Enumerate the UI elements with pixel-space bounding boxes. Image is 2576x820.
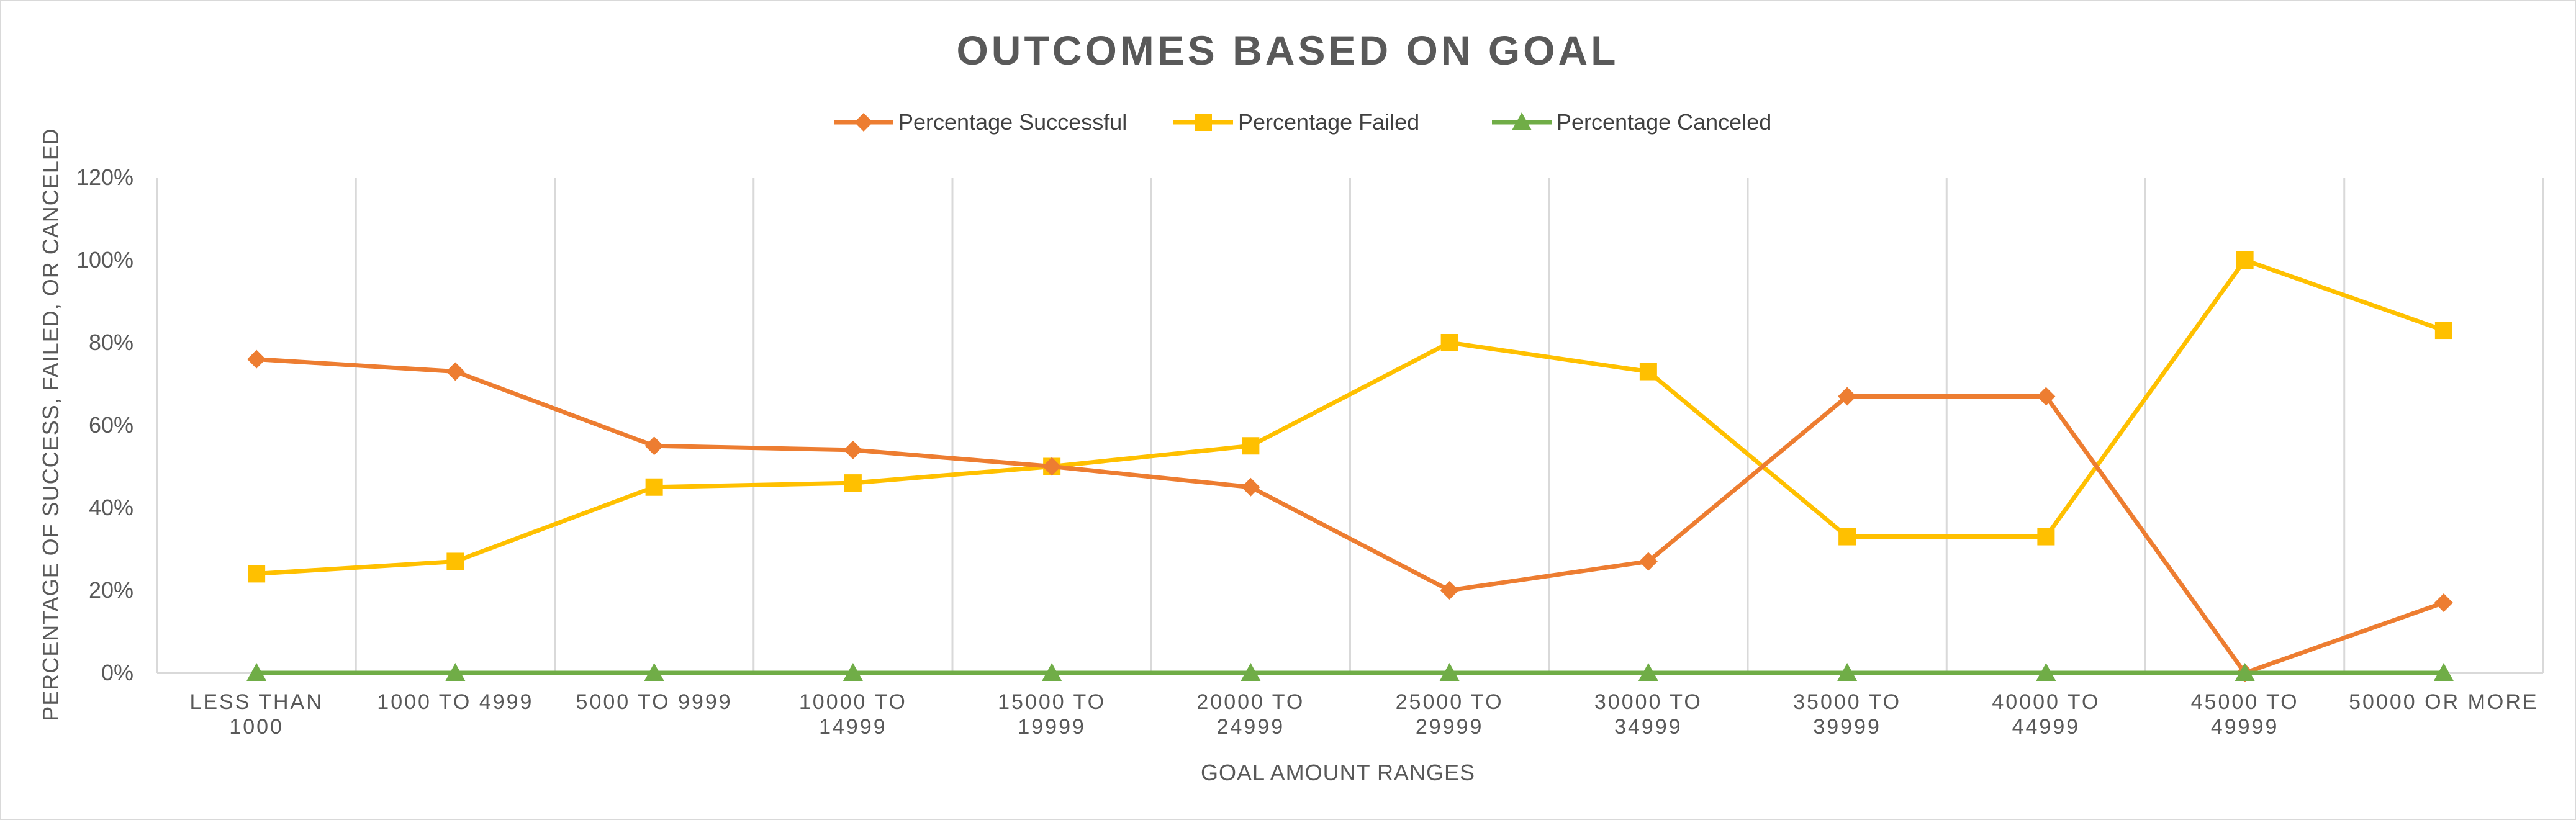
x-tick-label: LESS THAN 1000 (189, 690, 323, 739)
data-point-marker (2037, 528, 2055, 546)
data-point-marker (1838, 528, 1856, 546)
data-point-marker (247, 349, 266, 369)
x-tick-label: 50000 OR MORE (2349, 690, 2538, 714)
legend-label: Percentage Failed (1238, 109, 1419, 135)
legend-item: Percentage Failed (1173, 109, 1419, 135)
x-axis-title: GOAL AMOUNT RANGES (1201, 760, 1475, 785)
data-point-marker (645, 478, 663, 496)
data-point-marker (1639, 363, 1657, 381)
data-point-marker (2236, 251, 2254, 269)
x-tick-label: 25000 TO 29999 (1396, 690, 1504, 739)
data-point-marker (1242, 437, 1260, 455)
series-group (246, 251, 2454, 682)
legend-label: Percentage Successful (898, 109, 1127, 135)
series-line (254, 357, 2446, 675)
data-point-marker (446, 552, 464, 570)
x-tick-label: 35000 TO 39999 (1793, 690, 1901, 739)
data-point-marker (2434, 593, 2453, 612)
x-tick-label: 1000 TO 4999 (377, 690, 533, 714)
data-point-marker (1439, 663, 1460, 681)
data-point-marker (1638, 552, 1658, 571)
x-tick-label: 5000 TO 9999 (576, 690, 733, 714)
data-point-marker (843, 440, 862, 459)
data-point-marker (1241, 663, 1261, 681)
y-tick-label: 40% (89, 495, 133, 520)
x-tick-label: 10000 TO 14999 (799, 690, 907, 739)
data-point-marker (2434, 322, 2452, 340)
data-point-marker (1638, 663, 1658, 681)
legend-item: Percentage Successful (834, 109, 1127, 135)
data-point-marker (246, 663, 267, 681)
data-point-marker (445, 663, 466, 681)
data-point-marker (644, 436, 664, 456)
y-tick-label: 80% (89, 330, 133, 355)
legend: Percentage Successful Percentage Failed Pe… (834, 109, 1771, 135)
data-point-marker (2036, 663, 2056, 681)
legend-label: Percentage Canceled (1557, 109, 1771, 135)
data-point-marker (1837, 663, 1858, 681)
data-point-marker (1042, 457, 1062, 476)
legend-swatch-marker (854, 113, 873, 132)
data-point-marker (844, 474, 862, 492)
data-point-marker (248, 565, 266, 583)
y-tick-label: 0% (101, 660, 133, 685)
x-tick-label: 45000 TO 49999 (2191, 690, 2299, 739)
x-tick-label: 15000 TO 19999 (998, 690, 1106, 739)
series-line (254, 258, 2446, 576)
y-tick-label: 60% (89, 412, 133, 438)
series-percentage-canceled (246, 663, 2454, 681)
x-tick-label: 40000 TO 44999 (1992, 690, 2100, 739)
data-point-marker (1838, 387, 1857, 406)
data-point-marker (2235, 663, 2255, 681)
chart-title: OUTCOMES BASED ON GOAL (956, 27, 1619, 73)
legend-swatch-marker (1512, 112, 1532, 130)
data-point-marker (1042, 663, 1062, 681)
y-axis-tick-labels: 0% 20% 40% 60% 80% 100% 120% (76, 164, 133, 685)
x-axis-tick-labels: LESS THAN 1000 1000 TO 4999 5000 TO 9999 100… (189, 690, 2538, 739)
y-tick-label: 100% (76, 247, 133, 273)
legend-swatch-marker (1195, 114, 1212, 131)
grid (156, 178, 2544, 674)
data-point-marker (1440, 581, 1459, 600)
data-point-marker (843, 663, 863, 681)
data-point-marker (2433, 663, 2454, 681)
legend-item: Percentage Canceled (1492, 109, 1771, 135)
x-tick-label: 30000 TO 34999 (1594, 690, 1702, 739)
series-percentage-failed (248, 251, 2452, 583)
data-point-marker (2036, 387, 2056, 406)
y-axis-title: PERCENTAGE OF SUCCESS, FAILED, OR CANCEL… (38, 128, 63, 721)
data-point-marker (446, 362, 465, 381)
y-tick-label: 120% (76, 164, 133, 190)
data-point-marker (644, 663, 664, 681)
y-tick-label: 20% (89, 577, 133, 603)
x-tick-label: 20000 TO 24999 (1196, 690, 1304, 739)
data-point-marker (1241, 477, 1260, 497)
data-point-marker (1440, 334, 1458, 351)
